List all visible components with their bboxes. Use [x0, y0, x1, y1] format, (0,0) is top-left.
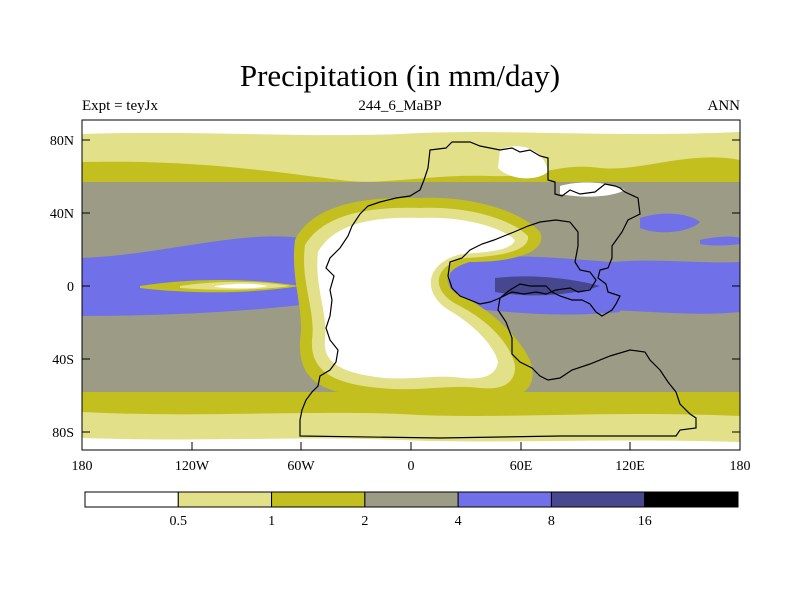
contour-fields [82, 120, 740, 450]
lon-tick-0: 0 [408, 459, 415, 474]
lat-axis [82, 139, 740, 433]
colorbar-label: 8 [548, 514, 555, 529]
colorbar-label: 16 [638, 514, 652, 529]
time-period-label: 244_6_MaBP [358, 98, 442, 114]
lat-tick-0: 0 [67, 280, 74, 295]
field-north-patch [498, 146, 548, 179]
colorbar-swatch [84, 491, 179, 508]
lat-tick-80s: 80S [52, 426, 74, 441]
lat-tick-80n: 80N [50, 134, 74, 149]
lon-tick-120w: 120W [175, 459, 210, 474]
colorbar-swatch [550, 491, 646, 508]
colorbar-swatch [644, 491, 739, 508]
colorbar-label: 4 [455, 514, 462, 529]
lon-tick-60w: 60W [287, 459, 315, 474]
colorbar: 0.5 1 2 4 8 16 [84, 491, 739, 529]
field-north-white [82, 120, 740, 136]
inland-outline [447, 219, 597, 305]
field-east-blue-2 [700, 236, 740, 246]
colorbar-swatch [177, 491, 273, 508]
colorbar-swatch [364, 491, 459, 508]
lon-axis [81, 442, 741, 450]
field-continent-white [317, 217, 515, 379]
colorbar-label: 2 [361, 514, 368, 529]
colorbar-swatch [271, 491, 366, 508]
lon-tick-60e: 60E [510, 459, 533, 474]
field-west-pacific-blue [610, 260, 740, 314]
season-label: ANN [707, 98, 741, 114]
lon-tick-180e: 180 [730, 459, 751, 474]
colorbar-label: 0.5 [170, 514, 188, 529]
field-itcz-white [215, 283, 268, 289]
continent-outline [299, 141, 697, 439]
colorbar-label: 1 [268, 514, 275, 529]
field-dark-core [495, 276, 600, 296]
field-north-light [82, 120, 740, 182]
field-east-blue [640, 213, 700, 233]
lon-tick-180w: 180 [72, 459, 93, 474]
map-title: Precipitation (in mm/day) [239, 58, 561, 93]
lat-tick-40n: 40N [50, 207, 74, 222]
lat-tick-40s: 40S [52, 353, 74, 368]
field-pacific-blue [82, 236, 323, 316]
colorbar-swatch [457, 491, 552, 508]
lon-tick-120e: 120E [615, 459, 645, 474]
experiment-label: Expt = teyJx [82, 98, 158, 114]
